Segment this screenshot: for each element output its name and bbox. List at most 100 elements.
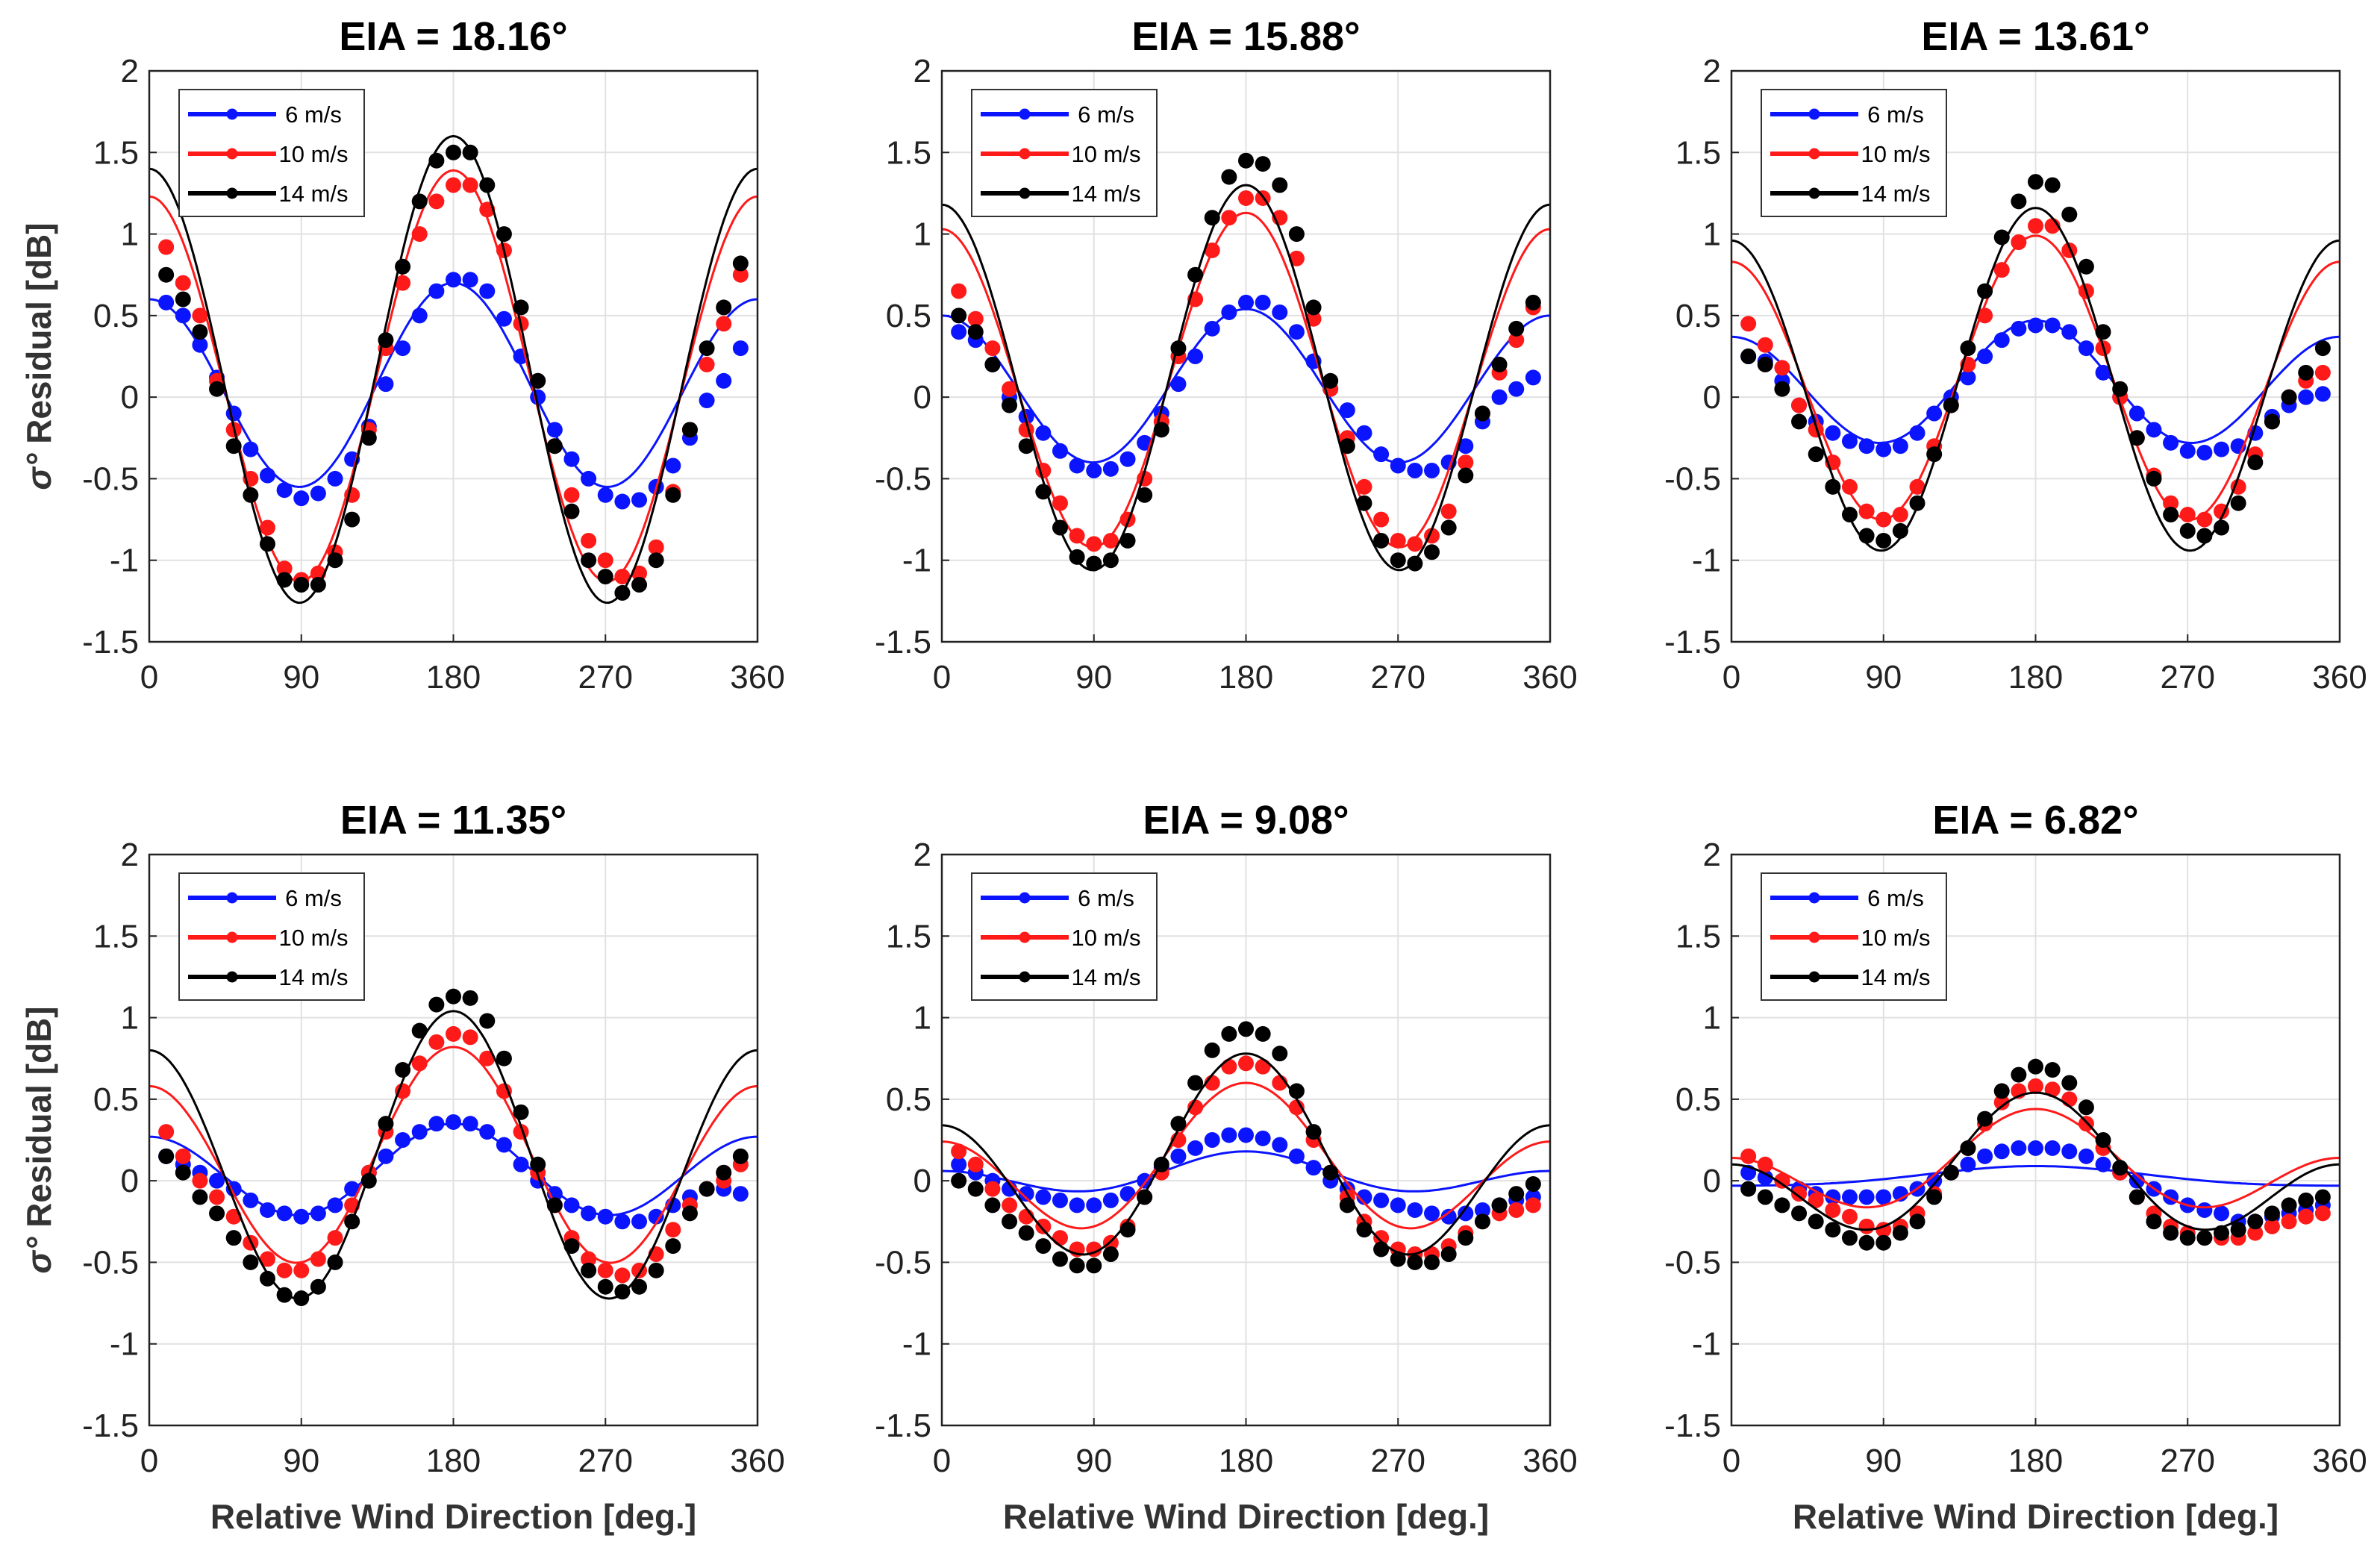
data-point-10-m-s — [1356, 478, 1372, 495]
x-tick-label: 180 — [2008, 659, 2063, 696]
y-tick-label: 1 — [1703, 1000, 1721, 1037]
data-point-10-m-s — [1757, 337, 1773, 353]
data-point-14-m-s — [428, 996, 445, 1013]
data-point-14-m-s — [1926, 446, 1943, 463]
panel-title: EIA = 13.61° — [1921, 14, 2149, 59]
data-point-10-m-s — [209, 1189, 225, 1205]
panel-1: 0 90 180 270 360 2 1.5 1 0.5 0 -0.5 -1 -1.5 EIA = 18.… — [19, 14, 785, 696]
data-point-6-m-s — [563, 451, 580, 467]
legend-marker — [226, 931, 238, 943]
legend: 6 m/s 10 m/s 14 m/s — [1761, 872, 1947, 1001]
data-point-6-m-s — [1977, 349, 1993, 364]
data-point-14-m-s — [2281, 1197, 2297, 1213]
panel-title: EIA = 18.16° — [339, 14, 567, 59]
data-point-14-m-s — [158, 266, 175, 283]
data-point-14-m-s — [2214, 519, 2230, 536]
x-tick-label: 0 — [1722, 659, 1740, 696]
data-point-6-m-s — [597, 487, 613, 503]
data-point-10-m-s — [648, 539, 664, 555]
y-tick-label: 2 — [121, 837, 139, 873]
panel-3: 0 90 180 270 360 2 1.5 1 0.5 0 -0.5 -1 -1.5 EIA = 13.… — [1664, 14, 2367, 696]
data-point-14-m-s — [732, 1148, 749, 1164]
data-point-10-m-s — [2011, 234, 2027, 250]
data-point-6-m-s — [327, 1197, 343, 1213]
data-point-14-m-s — [1137, 487, 1153, 503]
data-point-10-m-s — [2196, 511, 2213, 528]
data-point-6-m-s — [293, 490, 310, 507]
data-point-14-m-s — [1356, 495, 1372, 511]
data-point-10-m-s — [428, 193, 445, 210]
panels-root: 0 90 180 270 360 2 1.5 1 0.5 0 -0.5 -1 -1.5 EIA = 18.… — [19, 14, 2367, 1536]
data-point-14-m-s — [1458, 467, 1474, 484]
y-tick-label: 2 — [1703, 837, 1721, 873]
data-point-14-m-s — [2314, 1189, 2331, 1205]
axes-frame — [940, 853, 1552, 1427]
data-point-10-m-s — [1858, 503, 1875, 519]
panel-title: EIA = 11.35° — [340, 798, 566, 843]
data-point-6-m-s — [1102, 1192, 1119, 1208]
legend: 6 m/s 10 m/s 14 m/s — [971, 872, 1158, 1001]
data-point-14-m-s — [1791, 413, 1808, 430]
legend-label: 6 m/s — [1867, 885, 1924, 911]
data-point-10-m-s — [1858, 1218, 1875, 1234]
data-point-6-m-s — [1170, 376, 1187, 393]
data-point-14-m-s — [1407, 555, 1423, 572]
data-point-6-m-s — [2179, 443, 2196, 459]
data-point-6-m-s — [1187, 1140, 1204, 1156]
data-point-14-m-s — [699, 1181, 715, 1197]
data-point-10-m-s — [563, 487, 580, 503]
x-tick-label: 90 — [1075, 659, 1112, 696]
data-point-10-m-s — [1102, 532, 1119, 549]
y-tick-label: 0 — [121, 1163, 139, 1199]
data-point-6-m-s — [1356, 425, 1372, 441]
data-point-14-m-s — [2061, 1075, 2078, 1091]
data-point-14-m-s — [1508, 1186, 1525, 1202]
data-point-10-m-s — [2028, 1078, 2043, 1094]
data-point-14-m-s — [327, 552, 343, 569]
fit-line-10-m-s — [941, 1081, 1551, 1230]
data-point-10-m-s — [2264, 1218, 2280, 1234]
data-point-6-m-s — [428, 1116, 445, 1132]
data-point-10-m-s — [192, 1172, 208, 1189]
data-point-10-m-s — [581, 532, 597, 549]
y-tick-label: 0.5 — [886, 1081, 931, 1118]
data-point-14-m-s — [1288, 1083, 1305, 1099]
data-point-14-m-s — [1137, 1189, 1153, 1205]
x-axis-label: Relative Wind Direction [deg.] — [210, 1497, 696, 1536]
data-point-14-m-s — [2230, 495, 2246, 511]
y-tick-label: 1.5 — [886, 918, 931, 955]
data-point-14-m-s — [1153, 1156, 1169, 1172]
data-point-14-m-s — [175, 291, 191, 307]
data-point-14-m-s — [1204, 1042, 1220, 1058]
legend-label: 14 m/s — [278, 964, 348, 990]
legend-marker — [226, 148, 238, 160]
data-point-14-m-s — [2163, 1225, 2179, 1241]
data-point-14-m-s — [1407, 1254, 1423, 1270]
y-tick-label: -1.5 — [82, 624, 139, 660]
y-tick-label: 0.5 — [886, 298, 931, 334]
y-tick-label: 0.5 — [93, 1081, 139, 1118]
data-point-14-m-s — [2112, 1160, 2128, 1176]
data-point-14-m-s — [1052, 1251, 1068, 1267]
data-point-14-m-s — [310, 1278, 326, 1295]
data-point-14-m-s — [1508, 320, 1525, 337]
data-point-10-m-s — [1204, 242, 1220, 258]
data-point-14-m-s — [951, 307, 967, 324]
legend-label: 10 m/s — [1071, 141, 1140, 167]
data-point-10-m-s — [967, 1156, 984, 1172]
data-point-14-m-s — [2264, 413, 2280, 430]
legend-label: 10 m/s — [278, 141, 348, 167]
data-point-10-m-s — [732, 266, 749, 283]
data-point-10-m-s — [2298, 1208, 2314, 1225]
data-point-10-m-s — [984, 340, 1001, 357]
data-point-6-m-s — [259, 1202, 275, 1218]
data-point-14-m-s — [2028, 174, 2043, 190]
data-point-14-m-s — [344, 1213, 360, 1230]
y-tick-label: -0.5 — [875, 460, 931, 497]
x-tick-label: 90 — [1075, 1443, 1112, 1479]
legend-marker — [1019, 971, 1031, 983]
data-point-14-m-s — [428, 152, 445, 169]
data-point-6-m-s — [631, 492, 648, 508]
data-point-6-m-s — [1356, 1189, 1372, 1205]
